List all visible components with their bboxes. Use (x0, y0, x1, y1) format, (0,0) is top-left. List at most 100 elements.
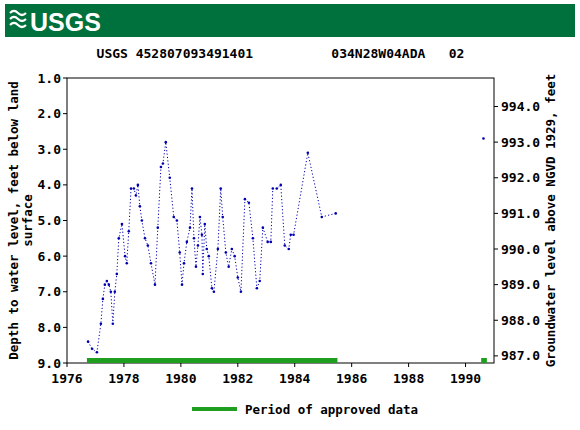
data-point (154, 283, 157, 286)
data-point (172, 216, 175, 219)
y-tick-label: 9.0 (38, 356, 62, 371)
data-point (199, 216, 202, 219)
data-point (106, 280, 109, 283)
data-point (110, 290, 113, 293)
y2-tick-label: 988.0 (501, 313, 540, 328)
legend: Period of approved data (192, 402, 418, 417)
data-point (283, 244, 286, 247)
y2-tick (494, 213, 498, 214)
data-point (147, 244, 150, 247)
y-tick (63, 149, 67, 150)
data-point (221, 216, 224, 219)
data-point (289, 233, 292, 236)
data-point (162, 162, 165, 165)
approved-period (87, 358, 338, 363)
data-point (186, 241, 189, 244)
approved-period (481, 358, 487, 363)
data-point (176, 219, 179, 222)
y-tick-label: 7.0 (38, 284, 62, 299)
chart: USGS USGS 452807093491401 034N28W04ADA 02… (0, 0, 580, 430)
y2-tick-label: 993.0 (501, 135, 540, 150)
y-tick (63, 184, 67, 185)
y2-tick-label: 992.0 (501, 170, 540, 185)
data-point (201, 233, 204, 236)
y2-tick (494, 320, 498, 321)
x-tick (294, 363, 295, 367)
x-tick-label: 1990 (450, 371, 481, 386)
data-point (213, 290, 216, 293)
data-point (256, 287, 259, 290)
y-tick (63, 363, 67, 364)
x-tick (465, 363, 466, 367)
x-tick-label: 1978 (108, 371, 139, 386)
x-tick (180, 363, 181, 367)
y2-tick (494, 142, 498, 143)
y2-tick-label: 989.0 (501, 277, 540, 292)
data-point (334, 212, 337, 215)
logo-wave (10, 17, 26, 21)
x-tick (237, 363, 238, 367)
x-tick-label: 1984 (279, 371, 310, 386)
data-point (201, 273, 204, 276)
data-point (96, 351, 99, 354)
data-point (137, 184, 140, 187)
data-point (112, 323, 115, 326)
y2-tick (494, 355, 498, 356)
data-point (279, 184, 282, 187)
data-point (127, 230, 130, 233)
y-tick-label: 8.0 (38, 320, 62, 335)
y2-tick (494, 249, 498, 250)
data-point (270, 241, 273, 244)
data-point (262, 226, 265, 229)
data-point (181, 283, 184, 286)
y2-tick (494, 284, 498, 285)
data-point (258, 280, 261, 283)
title: USGS 452807093491401 034N28W04ADA 02 (97, 46, 465, 61)
y2-axis-label: Groundwater level above NGVD 1929, feet (543, 74, 558, 368)
data-point (233, 255, 236, 258)
data-point (231, 248, 234, 251)
data-point (150, 262, 153, 265)
y-tick (63, 256, 67, 257)
data-point (320, 216, 323, 219)
legend-label: Period of approved data (245, 402, 418, 417)
x-tick-label: 1988 (393, 371, 424, 386)
data-point (248, 201, 251, 204)
y-tick (63, 327, 67, 328)
legend-swatch (192, 407, 237, 411)
y2-tick (494, 106, 498, 107)
y-tick-label: 4.0 (38, 177, 62, 192)
logo-text: USGS (30, 8, 101, 36)
data-point (275, 187, 278, 190)
logo-wave (10, 11, 26, 15)
data-point (104, 283, 107, 286)
data-point (207, 255, 210, 258)
data-point (307, 152, 310, 155)
data-point (266, 241, 269, 244)
data-point (130, 187, 133, 190)
x-tick-label: 1980 (165, 371, 196, 386)
data-point (197, 244, 200, 247)
x-tick (123, 363, 124, 367)
data-point (168, 176, 171, 179)
data-point (189, 226, 192, 229)
data-point (252, 237, 255, 240)
data-point (287, 248, 290, 251)
y-tick-label: 2.0 (38, 106, 62, 121)
data-point (114, 290, 117, 293)
plot-frame (67, 78, 494, 363)
data-point (157, 226, 160, 229)
y2-tick (494, 177, 498, 178)
x-tick-label: 1976 (51, 371, 82, 386)
data-point (135, 194, 138, 197)
data-point (141, 219, 144, 222)
data-point (124, 255, 127, 258)
data-point (193, 237, 196, 240)
series-line (88, 139, 483, 353)
data-point (144, 237, 147, 240)
data-point (203, 223, 206, 226)
data-point (272, 187, 275, 190)
y2-tick-label: 991.0 (501, 206, 540, 221)
data-point (116, 273, 119, 276)
data-point (133, 187, 136, 190)
